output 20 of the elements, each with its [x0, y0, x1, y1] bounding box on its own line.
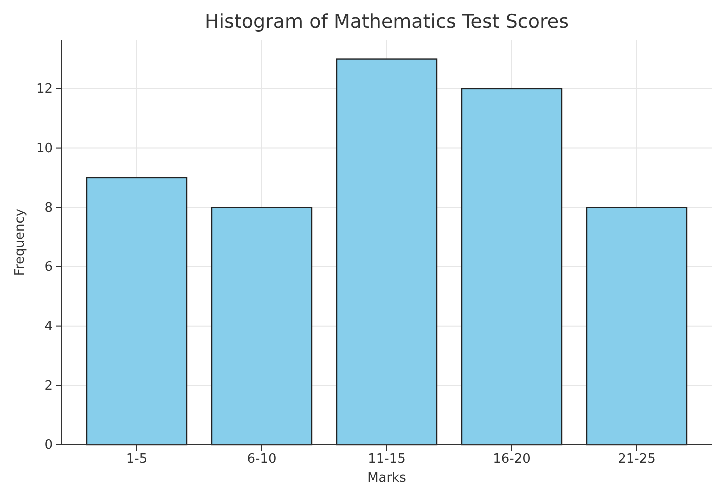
- x-tick-label: 21-25: [618, 452, 656, 468]
- x-tick-label: 6-10: [247, 452, 277, 468]
- x-tick-label: 11-15: [368, 452, 406, 468]
- bar: [586, 207, 688, 446]
- y-tick-label: 6: [44, 260, 53, 276]
- y-tick-label: 8: [44, 200, 53, 216]
- y-tick-label: 2: [44, 378, 53, 394]
- bar: [86, 177, 188, 446]
- bar: [211, 207, 313, 446]
- y-tick-label: 12: [36, 82, 53, 98]
- y-tick-label: 10: [36, 141, 53, 156]
- bar: [461, 88, 563, 446]
- x-axis-title: Marks: [368, 471, 407, 486]
- y-axis-title: Frequency: [13, 208, 28, 276]
- x-tick-label: 16-20: [493, 452, 531, 468]
- bar: [336, 58, 438, 446]
- y-tick-label: 4: [44, 319, 53, 334]
- x-tick-label: 1-5: [126, 452, 148, 468]
- y-tick-label: 0: [44, 438, 53, 454]
- chart-title: Histogram of Mathematics Test Scores: [204, 11, 570, 33]
